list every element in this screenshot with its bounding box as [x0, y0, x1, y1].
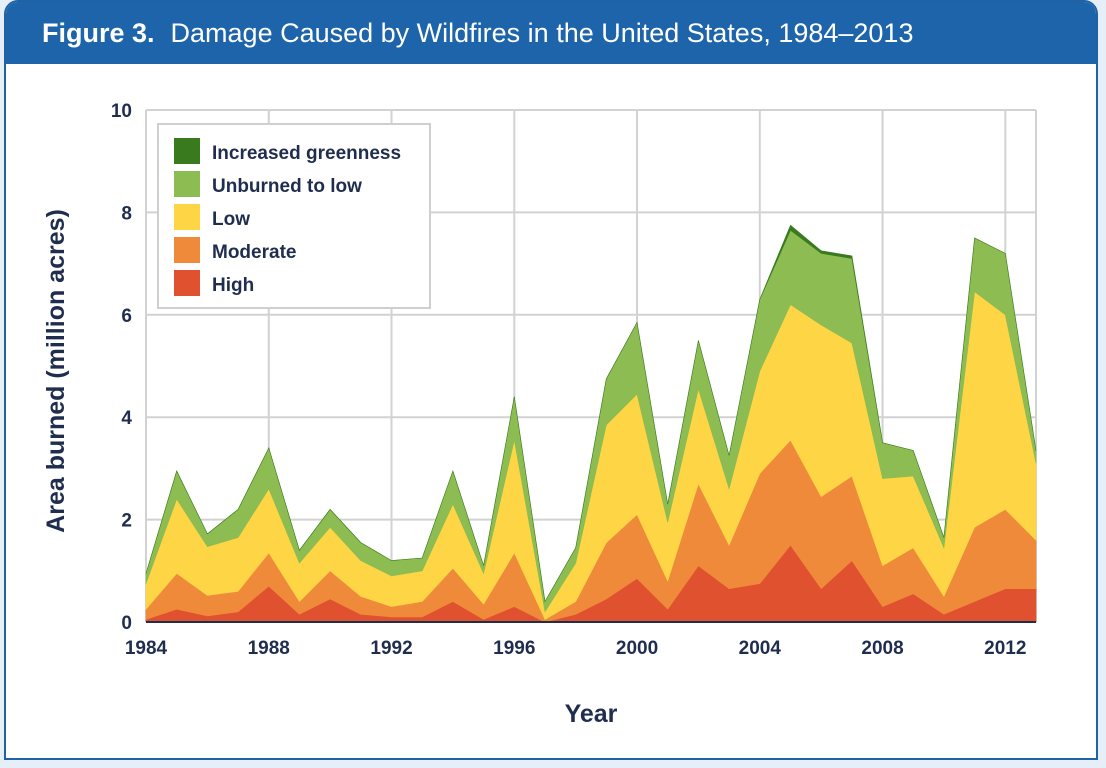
y-tick-label: 0 [121, 613, 132, 634]
legend-label-low: Low [212, 209, 250, 230]
legend-label-unburned-to-low: Unburned to low [212, 176, 362, 197]
legend-swatch-unburned-to-low [174, 171, 200, 197]
legend-swatch-low [174, 204, 200, 230]
stacked-areas [145, 224, 1037, 623]
y-axis-title: Area burned (million acres) [42, 209, 70, 533]
legend: Increased greenness Unburned to low Low Mod… [157, 123, 431, 309]
x-tick-label: 2012 [984, 638, 1026, 659]
legend-label-high: High [212, 275, 254, 296]
y-tick-label: 6 [121, 306, 132, 327]
y-tick-label: 2 [121, 511, 132, 532]
area-increased-greenness [145, 224, 1037, 603]
figure-header: Figure 3. Damage Caused by Wildfires in … [6, 2, 1096, 64]
y-tick-label: 10 [111, 101, 132, 122]
x-tick-label: 1996 [493, 638, 535, 659]
legend-box [157, 123, 431, 309]
legend-swatch-moderate [174, 237, 200, 263]
legend-label-increased-greenness: Increased greenness [212, 143, 401, 164]
figure-card: Figure 3. Damage Caused by Wildfires in … [4, 0, 1098, 760]
legend-swatch-high [174, 270, 200, 296]
x-tick-label: 1992 [370, 638, 412, 659]
wildfire-area-chart: 0 2 4 6 8 10 1984 1988 1992 1996 2000 2004 2008 2012 Y… [42, 101, 1037, 728]
figure-title: Damage Caused by Wildfires in the United… [170, 17, 914, 48]
x-tick-label: 1988 [248, 638, 290, 659]
x-tick-label: 2000 [616, 638, 658, 659]
legend-swatch-increased-greenness [174, 138, 200, 164]
figure-label: Figure 3. [42, 17, 155, 48]
x-tick-label: 2004 [739, 638, 782, 659]
legend-label-moderate: Moderate [212, 242, 296, 263]
x-axis-title: Year [565, 700, 618, 728]
y-tick-label: 4 [121, 408, 132, 429]
y-tick-label: 8 [121, 203, 132, 224]
bottom-strip [0, 760, 1106, 768]
x-tick-label: 1984 [125, 638, 168, 659]
x-tick-label: 2008 [861, 638, 903, 659]
